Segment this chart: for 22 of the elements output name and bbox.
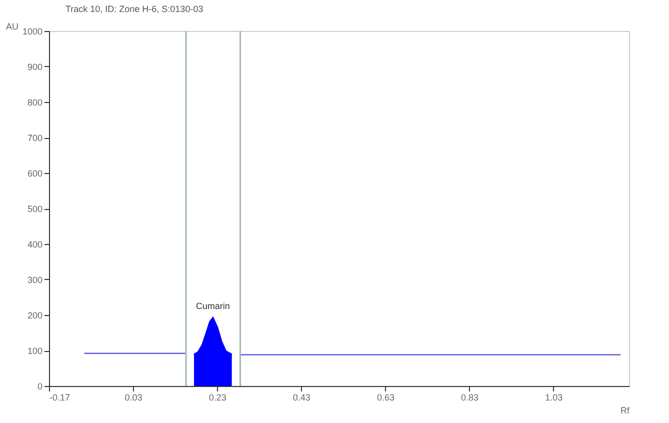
x-axis-title: Rf bbox=[620, 406, 630, 416]
x-tick-label: 0.23 bbox=[208, 392, 226, 402]
annotation: Cumarin bbox=[196, 301, 230, 312]
y-tick-label: 200 bbox=[27, 310, 42, 320]
y-tick-label: 800 bbox=[27, 98, 42, 108]
y-tick-label: 600 bbox=[27, 168, 42, 178]
y-tick-label: 500 bbox=[27, 204, 42, 214]
x-tick-label: 1.03 bbox=[545, 392, 563, 402]
y-tick-label: 700 bbox=[27, 133, 42, 143]
y-tick-label: 900 bbox=[27, 62, 42, 72]
x-tick-label: 0.63 bbox=[376, 392, 394, 402]
x-tick-label: 0.43 bbox=[292, 392, 310, 402]
y-axis-title: AU bbox=[6, 22, 18, 32]
x-tick-label: -0.17 bbox=[50, 392, 70, 402]
chart-title: Track 10, ID: Zone H-6, S:0130-03 bbox=[65, 4, 204, 14]
y-tick-label: 100 bbox=[27, 346, 42, 356]
y-tick-label: 400 bbox=[27, 240, 42, 250]
y-tick-label: 1000 bbox=[22, 26, 42, 36]
y-tick-label: 0 bbox=[37, 382, 42, 392]
x-tick-label: 0.03 bbox=[124, 392, 142, 402]
y-tick-label: 300 bbox=[27, 275, 42, 285]
x-tick-label: 0.83 bbox=[461, 392, 479, 402]
